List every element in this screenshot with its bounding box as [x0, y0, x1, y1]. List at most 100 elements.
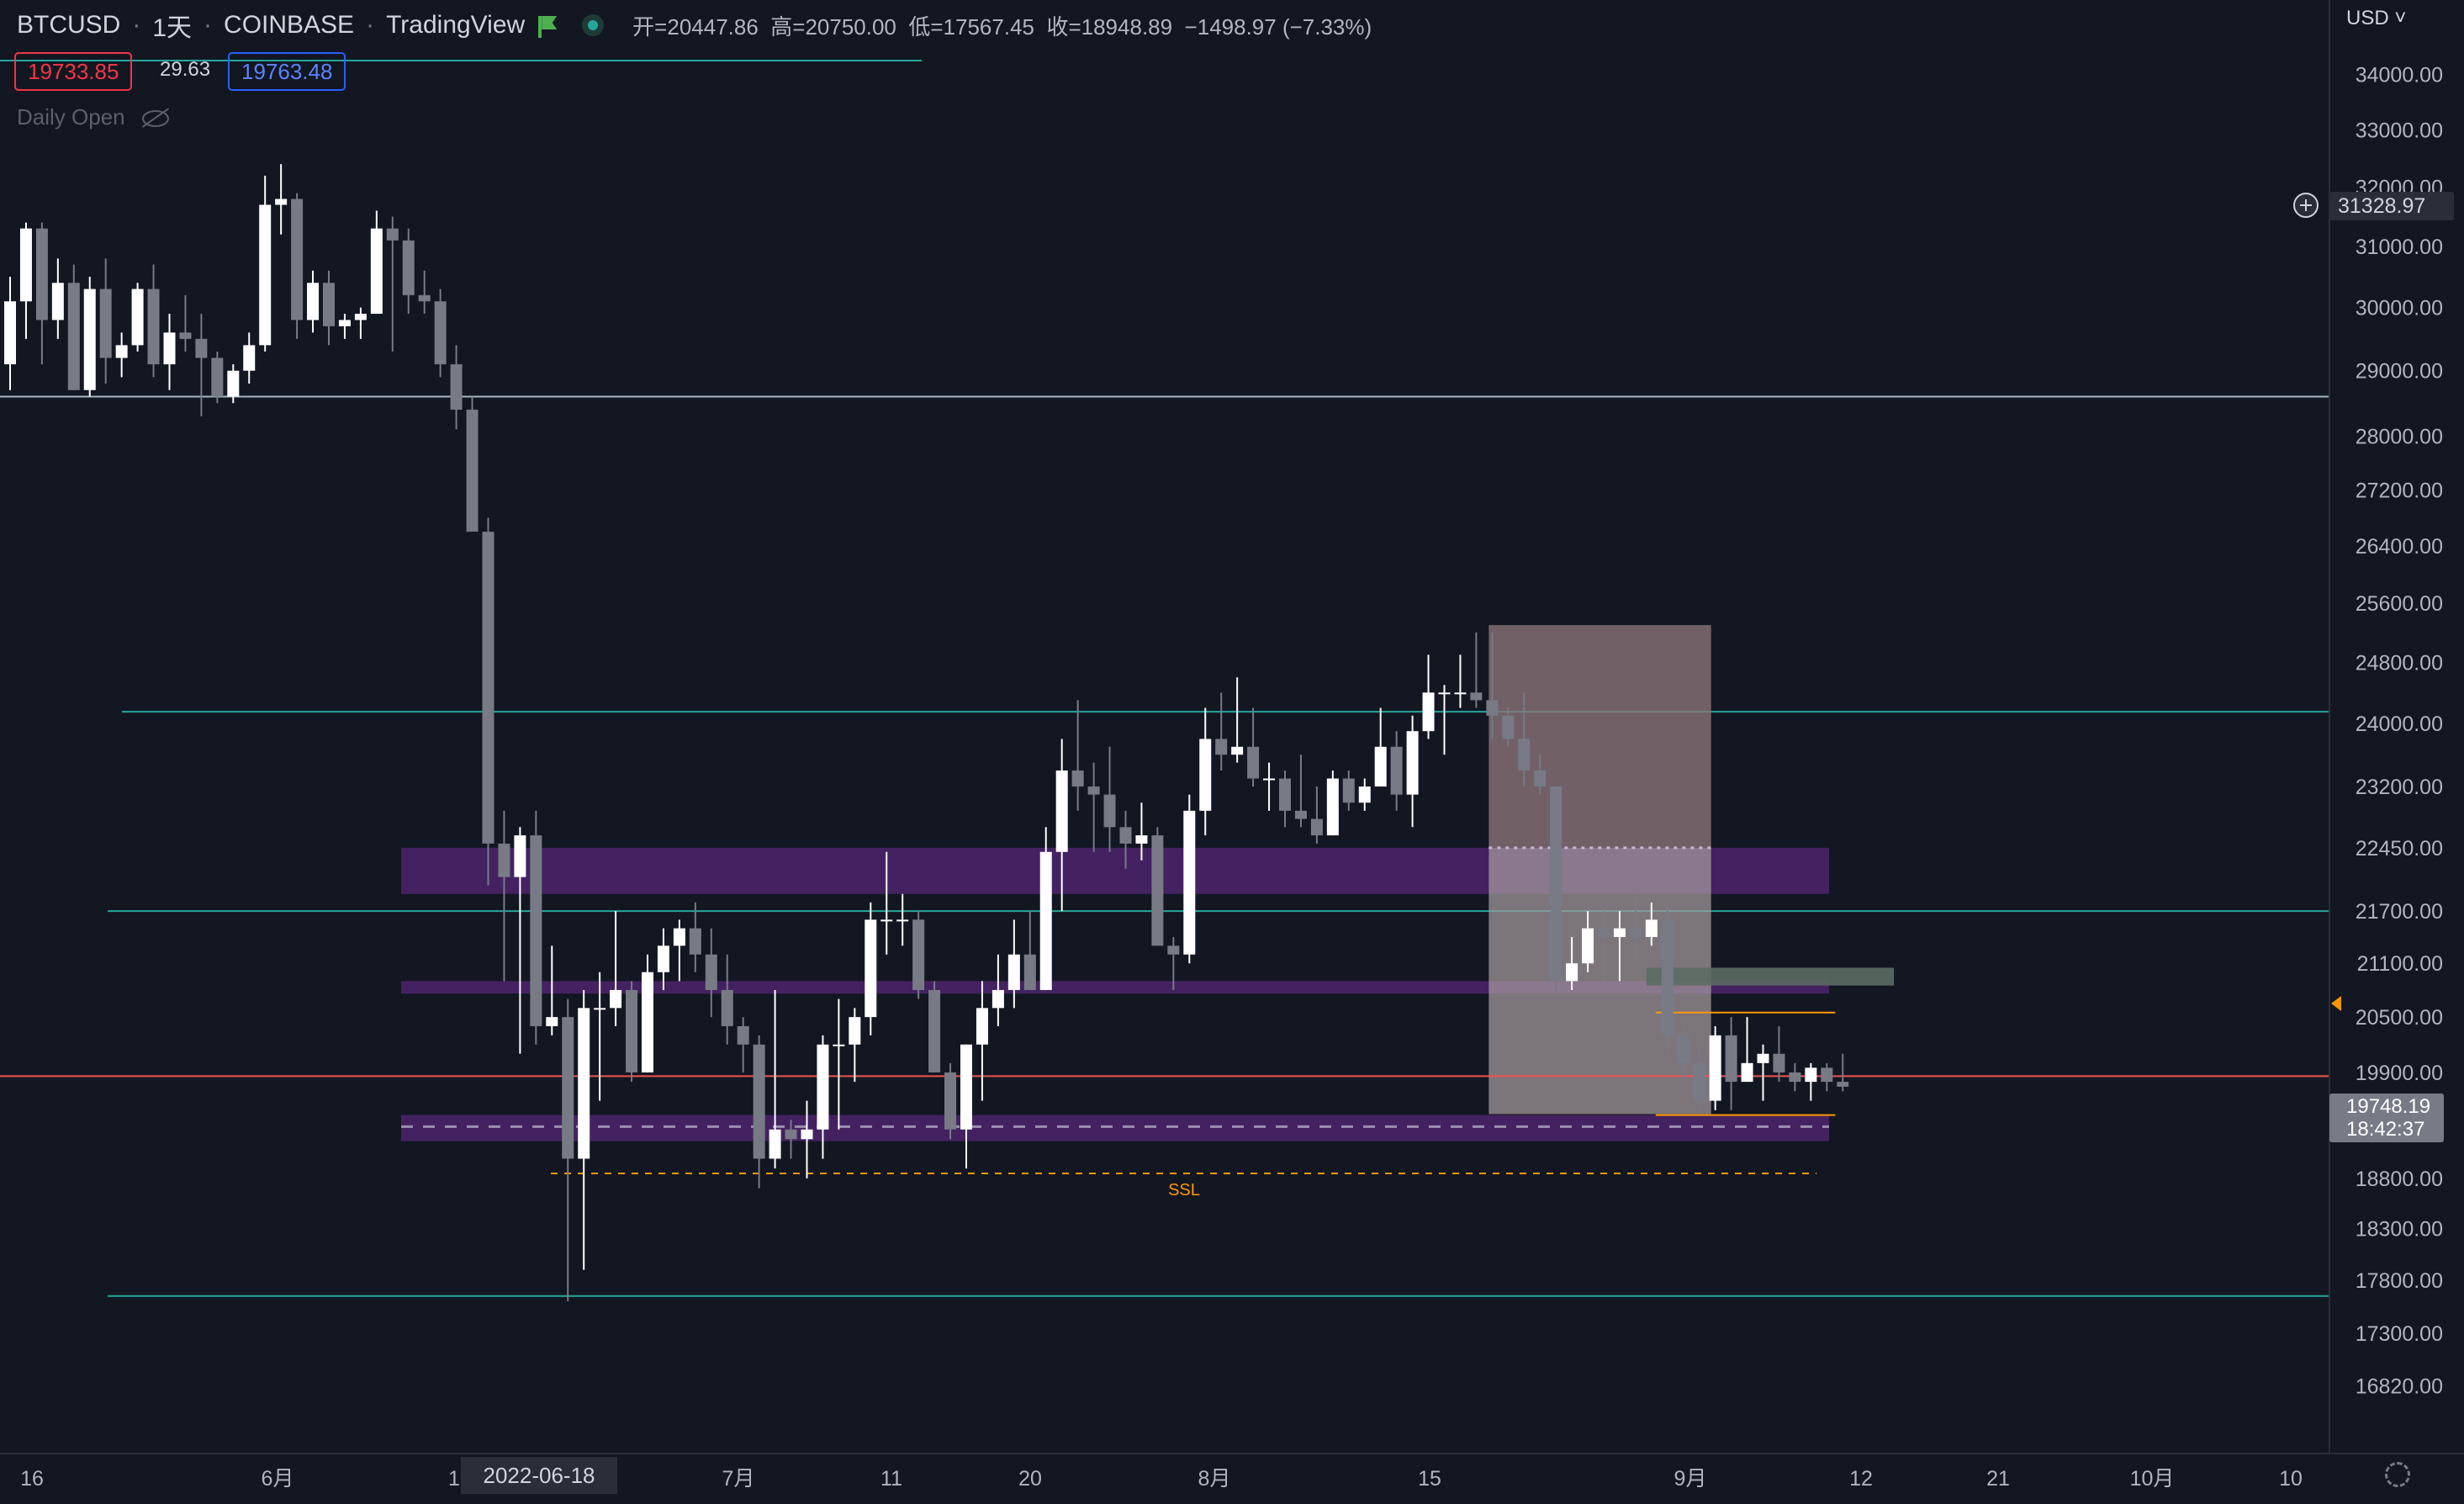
- buy-button[interactable]: 19763.48: [228, 52, 346, 91]
- candle-body: [1007, 954, 1020, 990]
- y-tick-label: 21100.00: [2357, 952, 2443, 976]
- candle: [259, 175, 272, 352]
- candle: [1374, 707, 1387, 787]
- candle: [19, 222, 32, 339]
- candle: [753, 1035, 765, 1189]
- candle: [1550, 786, 1562, 990]
- candle-body: [785, 1129, 797, 1140]
- candle: [1422, 654, 1435, 739]
- candle: [1358, 778, 1371, 811]
- candle: [1454, 654, 1467, 708]
- candle: [1279, 771, 1291, 828]
- candle: [785, 1120, 797, 1159]
- candle: [912, 911, 925, 999]
- candle: [163, 314, 176, 390]
- indicator-legend[interactable]: Daily Open: [17, 104, 169, 130]
- candle-body: [801, 1129, 813, 1140]
- candle-body: [67, 283, 80, 390]
- x-tick-label: 15: [1418, 1467, 1441, 1491]
- y-tick-label: 21700.00: [2356, 900, 2443, 924]
- supply-demand-zone: [401, 1115, 1829, 1141]
- candle: [578, 989, 590, 1270]
- candle: [243, 332, 256, 384]
- x-tick-label: 7月: [722, 1467, 755, 1491]
- market-status-icon[interactable]: [582, 14, 605, 36]
- eye-hidden-icon[interactable]: [140, 109, 169, 127]
- candle: [227, 364, 240, 404]
- sell-button[interactable]: 19733.85: [14, 52, 133, 91]
- candle-body: [673, 928, 685, 946]
- open-value: 20447.86: [667, 13, 759, 40]
- candle: [1294, 755, 1307, 828]
- candle: [354, 307, 367, 339]
- candle-body: [259, 204, 272, 346]
- candle-body: [1629, 928, 1642, 937]
- exchange-label: COINBASE: [224, 11, 355, 39]
- candle: [991, 954, 1004, 1026]
- candle: [944, 1062, 957, 1140]
- candle: [514, 827, 526, 1054]
- close-value: 18948.89: [1081, 13, 1173, 40]
- candle-body: [1263, 778, 1276, 781]
- candle: [594, 972, 606, 1101]
- candle: [1007, 919, 1020, 1009]
- candle-body: [849, 1017, 861, 1045]
- settings-gear-icon[interactable]: [2385, 1462, 2410, 1487]
- candle-body: [1167, 945, 1180, 955]
- candle-body: [1470, 692, 1483, 701]
- candle-body: [546, 1017, 558, 1026]
- x-tick-label: 6月: [262, 1467, 294, 1491]
- candle-body: [1534, 771, 1547, 787]
- candle: [721, 954, 733, 1045]
- y-tick-label: 19900.00: [2356, 1062, 2443, 1085]
- candle: [1661, 902, 1674, 1054]
- candle: [1598, 911, 1610, 982]
- candle: [1326, 771, 1339, 836]
- candle-body: [1677, 1035, 1689, 1063]
- symbol-name[interactable]: BTCUSD: [17, 11, 121, 39]
- candle-body: [1215, 739, 1228, 755]
- candle: [1135, 802, 1148, 861]
- y-tick-label: 24800.00: [2356, 651, 2443, 675]
- candle-body: [769, 1129, 781, 1159]
- add-alert-plus-icon[interactable]: [2293, 193, 2319, 218]
- candle: [51, 258, 64, 339]
- candle: [562, 998, 574, 1302]
- x-tick-label: 12: [1849, 1467, 1873, 1491]
- candle-body: [1598, 928, 1610, 937]
- candle-body: [928, 989, 941, 1072]
- candle-body: [562, 1017, 574, 1159]
- indicator-name[interactable]: Daily Open: [17, 104, 125, 130]
- currency-label: USD: [2346, 7, 2389, 29]
- y-tick-label: 17300.00: [2356, 1322, 2443, 1346]
- candle: [928, 981, 941, 1072]
- candle-body: [594, 1008, 606, 1010]
- candle-body: [1406, 731, 1419, 795]
- candle-body: [482, 532, 494, 844]
- candle: [530, 810, 542, 1045]
- candle-body: [1151, 835, 1164, 946]
- candle: [1167, 936, 1180, 990]
- candle: [1342, 771, 1355, 811]
- candle-body: [991, 989, 1004, 1009]
- candle-body: [338, 320, 351, 326]
- candle-body: [610, 989, 622, 1009]
- y-tick-label: 29000.00: [2356, 360, 2443, 384]
- candle: [450, 345, 463, 430]
- interval-label[interactable]: 1天: [152, 14, 193, 42]
- candle-body: [227, 370, 240, 397]
- candle-body: [402, 240, 415, 295]
- candle-body: [976, 1008, 988, 1045]
- candle-body: [1422, 692, 1435, 732]
- candle-body: [626, 989, 638, 1072]
- candle-body: [1454, 692, 1467, 695]
- candle-body: [1342, 778, 1355, 803]
- flag-icon[interactable]: [537, 16, 555, 38]
- candle: [434, 289, 447, 378]
- candle-body: [1661, 919, 1674, 1035]
- symbol-legend: BTCUSD · 1天 · COINBASE · TradingView 开=2…: [17, 7, 1372, 44]
- y-tick-label: 18800.00: [2356, 1168, 2443, 1191]
- currency-selector[interactable]: USD ˅: [2346, 7, 2407, 29]
